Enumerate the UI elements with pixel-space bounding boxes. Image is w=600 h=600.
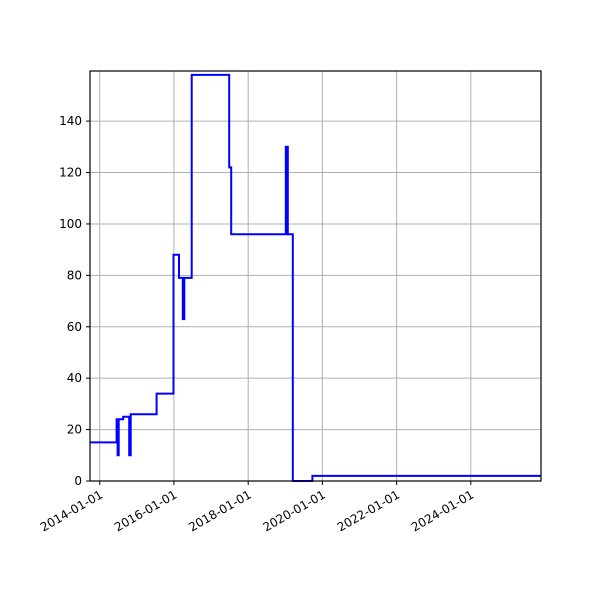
series-line — [90, 73, 541, 482]
x-tick-label: 2016-01-01 — [112, 487, 179, 534]
plot-area — [90, 71, 541, 481]
x-tick-label: 2018-01-01 — [186, 487, 253, 534]
y-tick-label: 80 — [67, 268, 82, 282]
axes-border — [89, 70, 542, 482]
x-tick-label: 2022-01-01 — [335, 487, 402, 534]
y-tick-label: 100 — [59, 217, 82, 231]
x-tick-label: 2020-01-01 — [260, 487, 327, 534]
y-tick-label: 120 — [59, 166, 82, 180]
y-tick-label: 60 — [67, 320, 82, 334]
y-tick-label: 0 — [74, 474, 82, 488]
y-tick-label: 140 — [59, 114, 82, 128]
x-tick-label: 2024-01-01 — [409, 487, 476, 534]
y-tick-label: 40 — [67, 371, 82, 385]
y-tick-label: 20 — [67, 423, 82, 437]
x-tick-label: 2014-01-01 — [38, 487, 105, 534]
